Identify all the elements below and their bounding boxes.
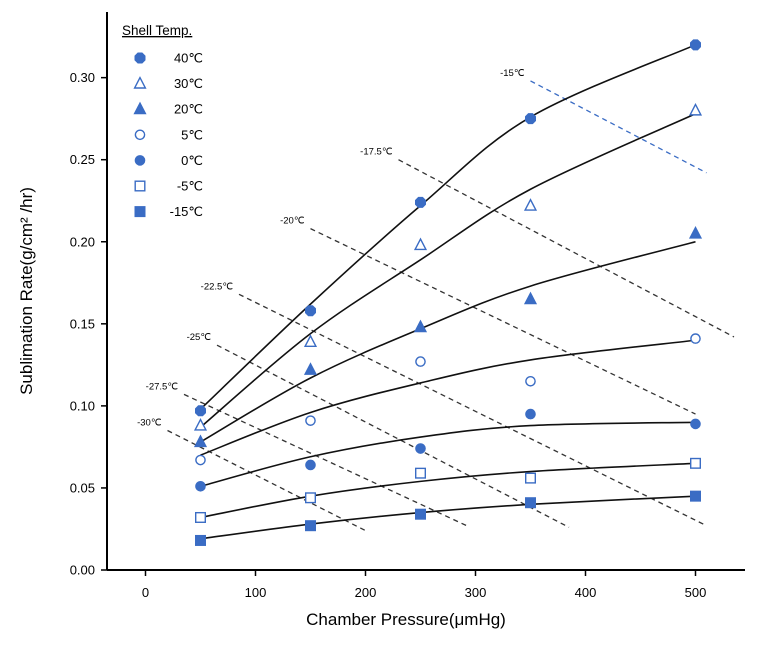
x-tick-label-1: 100 xyxy=(245,585,267,600)
data-point-s4-2 xyxy=(415,443,426,454)
data-point-s5-3 xyxy=(525,472,537,484)
data-point-s6-3 xyxy=(525,497,537,509)
legend-label-4: 0℃ xyxy=(181,153,203,168)
x-tick-label-3: 300 xyxy=(465,585,487,600)
axes: 0 100 200 300 400 500 0.00 0.05 0.10 0.15 0.20 0.25… xyxy=(17,12,745,629)
legend-title: Shell Temp. xyxy=(122,23,192,38)
data-point-s2-2 xyxy=(413,319,428,333)
y-tick-label-1: 0.05 xyxy=(70,480,95,495)
data-point-s4-0 xyxy=(195,480,206,492)
y-tick-label-2: 0.10 xyxy=(70,398,95,413)
y-tick-label-6: 0.30 xyxy=(70,70,95,85)
data-point-s3-1 xyxy=(305,415,316,426)
data-point-s0-4 xyxy=(690,39,701,51)
legend-label-2: 20℃ xyxy=(174,102,203,117)
data-point-s2-4 xyxy=(688,226,703,239)
data-point-s0-2 xyxy=(415,196,426,208)
legend: Shell Temp. 40℃ 30℃ 20℃ 5℃ 0℃ -5℃ -15℃ xyxy=(122,23,203,219)
data-point-s6-0 xyxy=(194,534,206,546)
isotherm-label-1: -17.5℃ xyxy=(360,147,393,158)
legend-marker-1 xyxy=(133,76,147,89)
isotherm-line-6 xyxy=(167,429,366,532)
fit-curve-0 xyxy=(199,44,696,410)
x-tick-label-0: 0 xyxy=(142,585,149,600)
isotherm-label-3: -22.5℃ xyxy=(201,281,234,292)
data-point-s1-0 xyxy=(193,418,208,431)
data-point-s5-2 xyxy=(415,467,427,479)
data-point-s1-1 xyxy=(303,334,318,347)
legend-label-5: -5℃ xyxy=(177,179,203,194)
data-point-s4-3 xyxy=(525,408,536,420)
fit-curve-3 xyxy=(200,339,696,456)
data-point-s3-3 xyxy=(525,375,536,387)
fit-curve-4 xyxy=(200,421,696,488)
legend-label-6: -15℃ xyxy=(170,204,203,219)
isotherm-label-0: -15℃ xyxy=(500,68,525,79)
data-point-s1-3 xyxy=(523,198,538,211)
isotherm-label-6: -30℃ xyxy=(137,418,162,429)
data-point-s5-1 xyxy=(305,492,317,504)
fit-curve-5 xyxy=(200,462,696,519)
data-point-s4-4 xyxy=(690,418,701,430)
y-tick-label-3: 0.15 xyxy=(70,316,95,331)
legend-marker-0 xyxy=(134,52,146,64)
y-axis-title: Sublimation Rate(g/cm² /hr) xyxy=(17,187,36,395)
data-point-s3-4 xyxy=(690,333,701,344)
data-point-s1-4 xyxy=(688,102,703,116)
data-point-s5-4 xyxy=(690,457,702,469)
data-point-s6-2 xyxy=(415,508,427,520)
data-point-s2-3 xyxy=(523,291,538,305)
isotherm-line-3 xyxy=(238,293,707,527)
legend-marker-6 xyxy=(134,206,146,218)
data-point-layer xyxy=(193,39,703,546)
data-point-s4-1 xyxy=(305,459,316,471)
data-point-s0-0 xyxy=(194,405,207,417)
data-point-s2-0 xyxy=(193,434,208,448)
y-tick-label-5: 0.25 xyxy=(70,152,95,167)
data-point-s3-0 xyxy=(195,454,206,466)
data-point-s1-2 xyxy=(413,237,428,251)
legend-label-0: 40℃ xyxy=(174,51,203,66)
x-tick-label-2: 200 xyxy=(355,585,377,600)
x-tick-label-5: 500 xyxy=(685,585,707,600)
legend-label-3: 5℃ xyxy=(181,127,203,142)
fit-curve-1 xyxy=(199,113,696,428)
isotherm-line-5 xyxy=(183,393,467,527)
isotherm-label-4: -25℃ xyxy=(187,332,212,343)
isotherm-layer: -15℃ -17.5℃ -20℃ -22.5℃ -25℃ -27.5℃ -30℃ xyxy=(137,68,735,532)
x-tick-label-4: 400 xyxy=(575,585,597,600)
data-point-s6-1 xyxy=(305,520,317,532)
data-point-s5-0 xyxy=(194,511,206,523)
legend-marker-4 xyxy=(134,155,146,166)
y-tick-label-4: 0.20 xyxy=(70,234,95,249)
legend-marker-2 xyxy=(133,101,147,115)
fit-curve-2 xyxy=(200,240,696,443)
data-point-s6-4 xyxy=(690,490,702,502)
data-point-s0-1 xyxy=(305,305,316,317)
fit-curve-layer xyxy=(199,44,696,540)
data-point-s3-2 xyxy=(415,356,426,367)
legend-label-1: 30℃ xyxy=(174,76,203,91)
isotherm-line-4 xyxy=(216,344,570,528)
data-point-s2-1 xyxy=(303,362,318,375)
legend-marker-5 xyxy=(134,180,146,192)
data-point-s0-3 xyxy=(525,113,536,125)
isotherm-label-5: -27.5℃ xyxy=(146,381,179,392)
y-tick-label-0: 0.00 xyxy=(70,563,95,578)
legend-marker-3 xyxy=(134,129,146,141)
isotherm-line-1 xyxy=(398,159,735,338)
isotherm-label-2: -20℃ xyxy=(280,216,305,227)
isotherm-line-0 xyxy=(530,80,707,174)
x-axis-title: Chamber Pressure(μmHg) xyxy=(306,610,506,629)
